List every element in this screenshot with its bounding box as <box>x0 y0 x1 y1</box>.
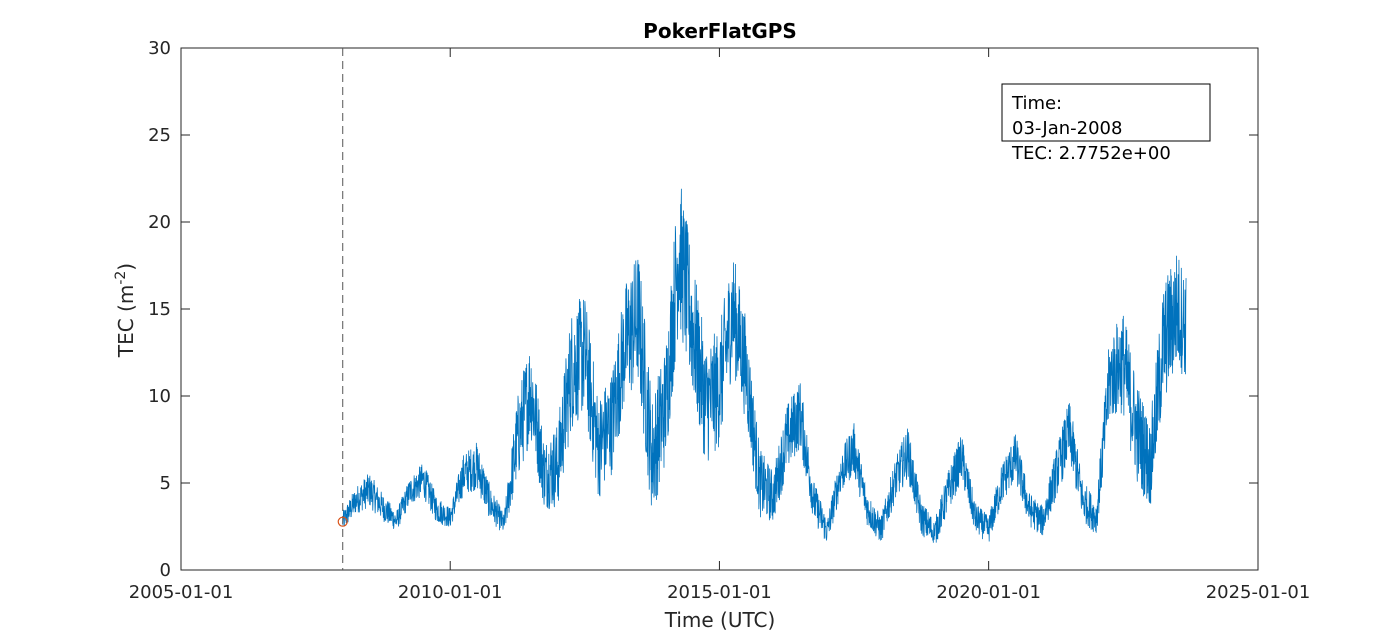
x-tick-label: 2020-01-01 <box>936 582 1041 603</box>
y-tick-label: 25 <box>148 125 171 146</box>
series-line <box>342 188 1187 543</box>
x-axis-label: Time (UTC) <box>664 608 776 632</box>
tick-layer: 2005-01-01 2010-01-01 2015-01-01 2020-01-01… <box>129 38 1311 603</box>
y-tick-label: 30 <box>148 38 171 59</box>
datatip-line-3: TEC: 2.7752e+00 <box>1011 143 1171 164</box>
y-tick-label: 0 <box>160 560 171 581</box>
datatip[interactable]: Time: 03-Jan-2008 TEC: 2.7752e+00 <box>1001 83 1211 164</box>
y-tick-label: 10 <box>148 386 171 407</box>
chart-title: PokerFlatGPS <box>643 19 797 43</box>
y-axis-label-close: ) <box>114 263 138 271</box>
y-tick-label: 15 <box>148 299 171 320</box>
x-tick-label: 2025-01-01 <box>1206 582 1311 603</box>
y-axis-label: TEC (m-2) <box>113 263 138 358</box>
x-tick-label: 2010-01-01 <box>398 582 503 603</box>
y-tick-label: 20 <box>148 212 171 233</box>
series-layer <box>342 188 1187 543</box>
datatip-line-1: Time: <box>1011 93 1062 114</box>
marker-layer <box>337 48 348 570</box>
y-axis-label-text: TEC (m <box>114 285 138 358</box>
y-tick-label: 5 <box>160 473 171 494</box>
datatip-line-2: 03-Jan-2008 <box>1012 118 1122 139</box>
x-tick-label: 2015-01-01 <box>667 582 772 603</box>
datatip-box <box>1001 83 1211 142</box>
x-tick-label: 2005-01-01 <box>129 582 234 603</box>
y-axis-label-exponent: -2 <box>113 271 129 285</box>
highlight-point[interactable] <box>337 516 348 527</box>
